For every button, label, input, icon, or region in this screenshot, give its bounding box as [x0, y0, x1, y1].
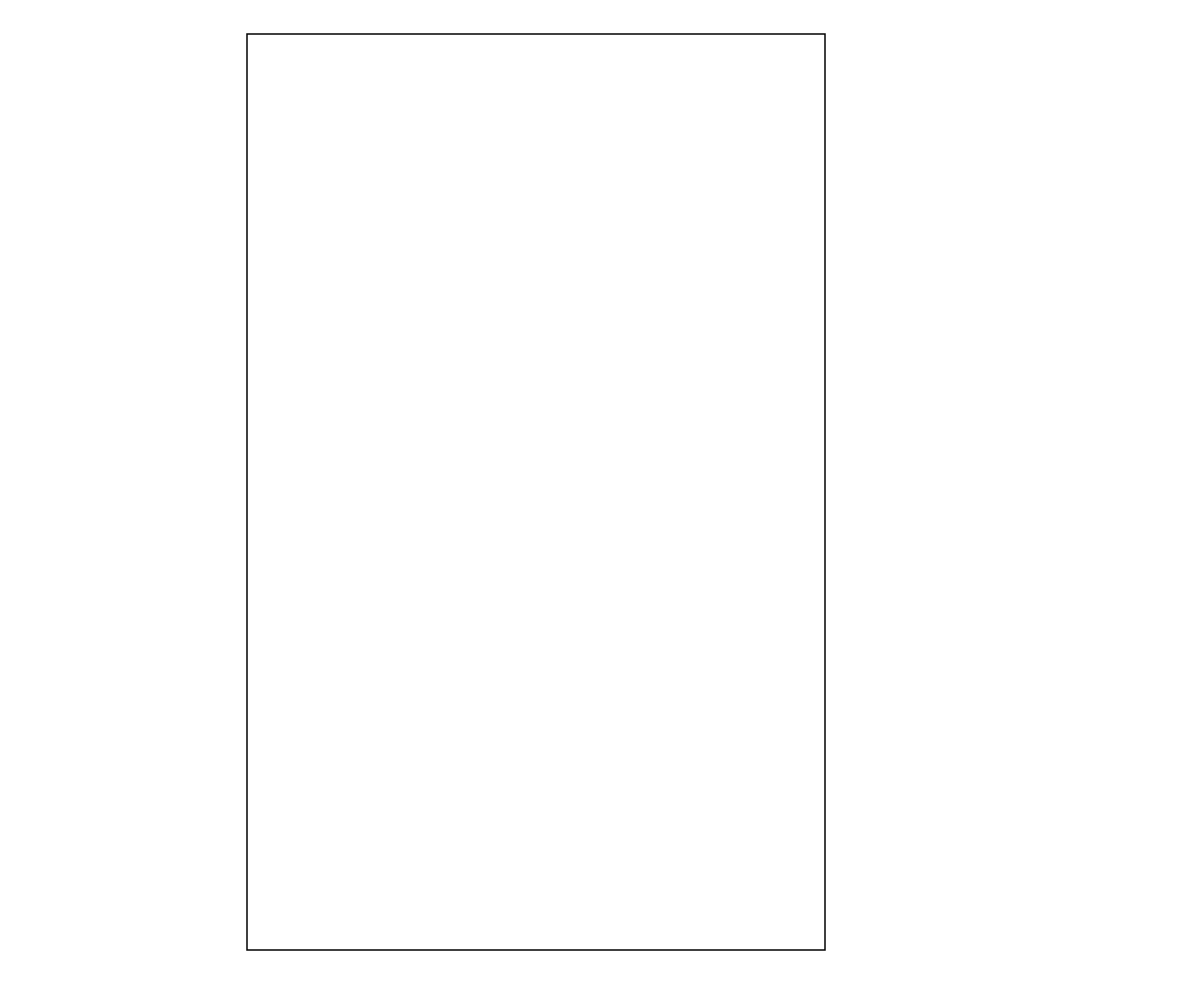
wiring-diagram [0, 0, 1200, 987]
sub-panel-box [247, 34, 825, 950]
